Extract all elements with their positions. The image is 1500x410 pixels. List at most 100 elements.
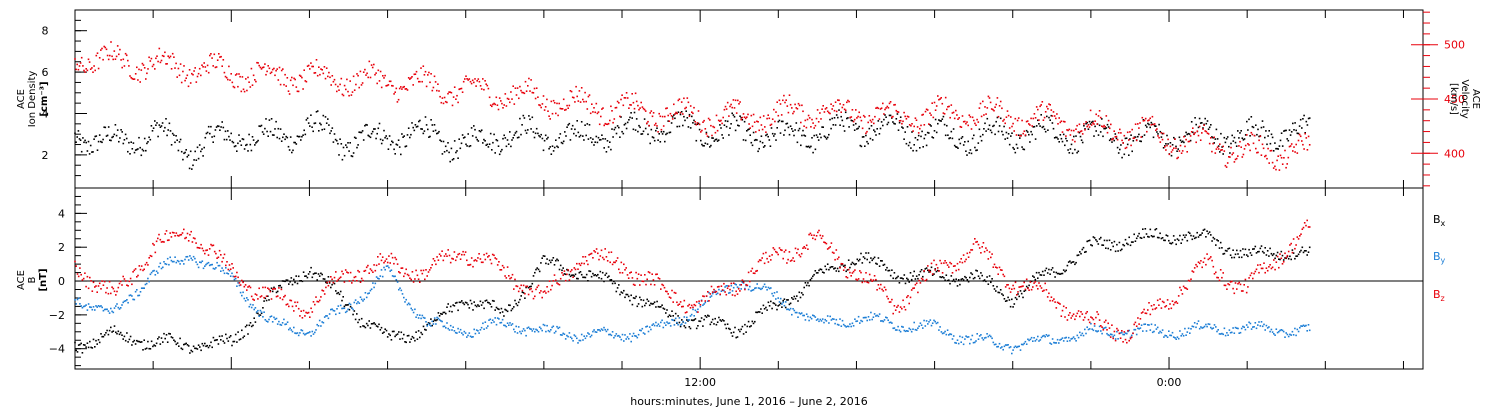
data-point — [175, 343, 178, 346]
data-point — [611, 110, 613, 112]
data-point — [1037, 335, 1039, 338]
data-point — [814, 124, 817, 127]
data-point — [904, 282, 907, 285]
data-point — [522, 91, 525, 94]
data-point — [1169, 145, 1172, 148]
data-point — [360, 277, 363, 280]
data-point — [585, 260, 588, 262]
data-point — [459, 258, 462, 260]
data-point — [925, 108, 928, 111]
data-point — [315, 59, 318, 61]
data-point — [924, 110, 927, 113]
data-point — [302, 332, 305, 335]
data-point — [519, 85, 521, 88]
data-point — [873, 313, 876, 315]
data-point — [631, 303, 634, 306]
data-point — [1102, 244, 1105, 246]
data-point — [1064, 144, 1066, 147]
data-point — [820, 320, 823, 322]
data-point — [802, 314, 804, 317]
data-point — [723, 320, 725, 322]
data-point — [588, 270, 590, 272]
data-point — [365, 266, 368, 269]
data-point — [521, 291, 524, 293]
data-point — [101, 335, 103, 338]
data-point — [541, 296, 543, 299]
data-point — [651, 324, 653, 326]
data-point — [475, 136, 477, 139]
data-point — [967, 124, 969, 127]
data-point — [815, 134, 818, 136]
data-point — [1281, 254, 1284, 257]
data-point — [724, 105, 727, 108]
data-point — [194, 237, 196, 240]
data-point — [520, 133, 522, 136]
data-point — [499, 312, 501, 314]
data-point — [134, 343, 137, 345]
data-point — [1170, 154, 1173, 157]
data-point — [239, 284, 242, 286]
data-point — [997, 130, 1000, 133]
data-point — [1231, 134, 1233, 137]
data-point — [847, 325, 850, 328]
data-point — [1037, 119, 1039, 122]
data-point — [613, 128, 616, 131]
data-point — [640, 274, 642, 276]
data-point — [1106, 123, 1109, 126]
data-point — [105, 332, 107, 334]
data-point — [910, 289, 913, 291]
data-point — [886, 123, 889, 126]
data-point — [702, 325, 704, 327]
data-point — [867, 316, 870, 318]
data-point — [389, 270, 391, 272]
data-point — [221, 335, 223, 337]
data-point — [768, 139, 771, 141]
data-point — [295, 86, 298, 88]
data-point — [1167, 143, 1169, 145]
data-point — [325, 67, 328, 69]
data-point — [772, 302, 775, 304]
data-point — [604, 274, 606, 276]
data-point — [173, 339, 175, 341]
data-point — [686, 97, 689, 99]
data-point — [395, 87, 398, 90]
data-point — [899, 277, 902, 279]
data-point — [865, 316, 867, 319]
data-point — [144, 283, 147, 286]
data-point — [1238, 332, 1240, 334]
data-point — [95, 305, 97, 307]
data-point — [139, 341, 142, 343]
data-point — [332, 281, 335, 284]
data-point — [239, 75, 241, 78]
data-point — [910, 330, 913, 333]
data-point — [375, 72, 377, 74]
data-point — [359, 131, 362, 134]
data-point — [886, 105, 889, 108]
data-point — [428, 71, 430, 74]
data-point — [752, 272, 755, 274]
data-point — [1168, 239, 1170, 242]
data-point — [797, 248, 799, 251]
data-point — [424, 70, 427, 73]
data-point — [1242, 139, 1245, 141]
data-point — [1019, 290, 1022, 292]
data-point — [1185, 131, 1187, 134]
data-point — [565, 108, 567, 111]
data-point — [1148, 236, 1150, 238]
data-point — [1272, 167, 1275, 169]
data-point — [386, 336, 389, 338]
data-point — [1049, 119, 1051, 121]
data-point — [128, 280, 131, 283]
data-point — [260, 68, 263, 70]
data-point — [510, 276, 513, 279]
data-point — [821, 271, 824, 273]
data-point — [158, 233, 160, 236]
data-point — [971, 116, 974, 119]
data-point — [736, 286, 739, 288]
data-point — [671, 116, 674, 118]
data-point — [328, 313, 331, 315]
data-point — [174, 256, 176, 258]
data-point — [158, 265, 160, 268]
data-point — [496, 317, 499, 319]
data-point — [103, 126, 105, 128]
